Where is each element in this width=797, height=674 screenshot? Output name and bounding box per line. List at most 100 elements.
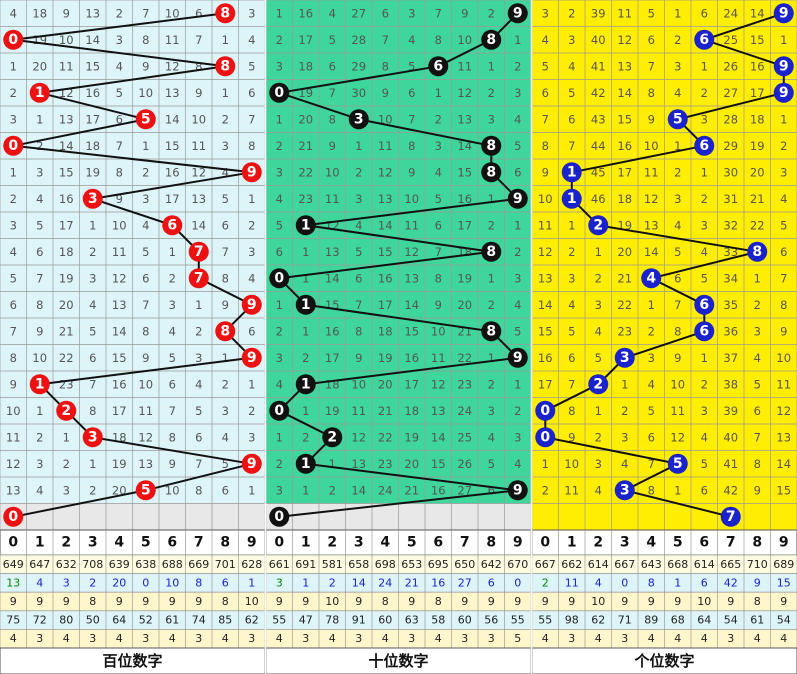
cell-count: 19 [404, 430, 419, 444]
drawn-digit-ball [773, 3, 794, 24]
cell-count: 35 [723, 298, 738, 312]
cell-count: 1 [701, 351, 708, 365]
cell-count: 3 [276, 165, 283, 179]
cell-count: 13 [325, 245, 340, 259]
cell-count: 10 [165, 6, 180, 20]
cell-count: 8 [195, 59, 202, 73]
cell-count: 11 [191, 139, 206, 153]
stat-value: 695 [428, 558, 449, 571]
cell-count: 6 [648, 430, 655, 444]
stat-value: 4 [169, 632, 176, 645]
drawn-digit-ball [188, 241, 209, 262]
cell-count: 36 [723, 324, 738, 338]
cell-count: 5 [329, 33, 336, 47]
cell-count: 1 [648, 298, 655, 312]
drawn-digit-ball [694, 294, 715, 315]
cell-count: 1 [142, 139, 149, 153]
stat-value: 9 [276, 595, 283, 608]
stat-value: 9 [169, 595, 176, 608]
stat-value: 3 [63, 576, 70, 589]
cell-count: 1 [222, 86, 229, 100]
cell-count: 8 [408, 139, 415, 153]
cell-count: 4 [36, 192, 43, 206]
drawn-digit-label: 0 [8, 32, 18, 48]
stat-value: 1 [302, 576, 309, 589]
cell-count: 29 [351, 59, 366, 73]
drawn-digit-label: 0 [8, 509, 18, 525]
cell-count: 4 [701, 245, 708, 259]
drawn-digit-ball [295, 294, 316, 315]
stat-value: 4 [329, 632, 336, 645]
cell-count: 2 [701, 86, 708, 100]
cell-count: 3 [248, 430, 255, 444]
stat-value: 24 [378, 576, 392, 589]
cell-count: 8 [568, 404, 575, 418]
cell-count: 1 [302, 324, 309, 338]
cell-count: 13 [457, 112, 472, 126]
stat-value: 10 [165, 576, 179, 589]
drawn-digit-ball [241, 453, 262, 474]
cell-count: 20 [32, 59, 47, 73]
stat-value: 3 [142, 632, 149, 645]
drawn-digit-ball [614, 480, 635, 501]
stat-value: 689 [773, 558, 794, 571]
cell-count: 8 [435, 33, 442, 47]
cell-count: 8 [169, 430, 176, 444]
stat-value: 642 [481, 558, 502, 571]
cell-count: 5 [36, 218, 43, 232]
cell-count: 3 [142, 192, 149, 206]
cell-count: 14 [59, 139, 74, 153]
cell-count: 4 [276, 377, 283, 391]
cell-count: 5 [10, 271, 17, 285]
stat-value: 55 [538, 614, 552, 627]
cell-count: 13 [617, 59, 632, 73]
stat-value: 52 [139, 614, 153, 627]
digit-header: 9 [779, 535, 789, 551]
cell-count: 18 [298, 59, 313, 73]
cell-count: 6 [195, 6, 202, 20]
cell-count: 3 [36, 457, 43, 471]
stat-value: 10 [245, 595, 259, 608]
stat-value: 4 [36, 576, 43, 589]
cell-count: 8 [355, 324, 362, 338]
cell-count: 6 [754, 404, 761, 418]
cell-count: 9 [382, 86, 389, 100]
cell-count: 2 [514, 245, 521, 259]
drawn-digit-ball [694, 321, 715, 342]
cell-count: 12 [404, 245, 419, 259]
cell-count: 32 [723, 218, 738, 232]
cell-count: 2 [621, 404, 628, 418]
cell-count: 2 [435, 112, 442, 126]
drawn-digit-ball [641, 268, 662, 289]
stat-value: 650 [454, 558, 475, 571]
stat-value: 9 [116, 595, 123, 608]
cell-count: 31 [723, 192, 738, 206]
drawn-digit-ball [269, 400, 290, 421]
stat-value: 3 [248, 632, 255, 645]
stat-value: 581 [322, 558, 343, 571]
drawn-digit-ball [82, 427, 103, 448]
cell-count: 5 [116, 86, 123, 100]
cell-count: 1 [248, 483, 255, 497]
cell-count: 2 [10, 86, 17, 100]
cell-count: 11 [538, 218, 553, 232]
cell-count: 30 [351, 86, 366, 100]
cell-count: 4 [595, 324, 602, 338]
drawn-digit-ball [694, 29, 715, 50]
cell-count: 3 [568, 33, 575, 47]
stat-value: 9 [408, 595, 415, 608]
drawn-digit-label: 2 [593, 217, 603, 233]
drawn-digit-label: 8 [486, 138, 496, 154]
digit-header: 0 [8, 535, 18, 551]
stat-value: 62 [591, 614, 605, 627]
cell-count: 17 [750, 86, 765, 100]
drawn-digit-label: 9 [513, 482, 523, 498]
digit-header: 7 [460, 535, 470, 551]
cell-count: 1 [595, 245, 602, 259]
cell-count: 4 [329, 6, 336, 20]
drawn-digit-label: 8 [220, 58, 230, 74]
cell-count: 4 [621, 457, 628, 471]
drawn-digit-label: 6 [699, 297, 709, 313]
stat-value: 9 [754, 576, 761, 589]
cell-count: 2 [488, 86, 495, 100]
